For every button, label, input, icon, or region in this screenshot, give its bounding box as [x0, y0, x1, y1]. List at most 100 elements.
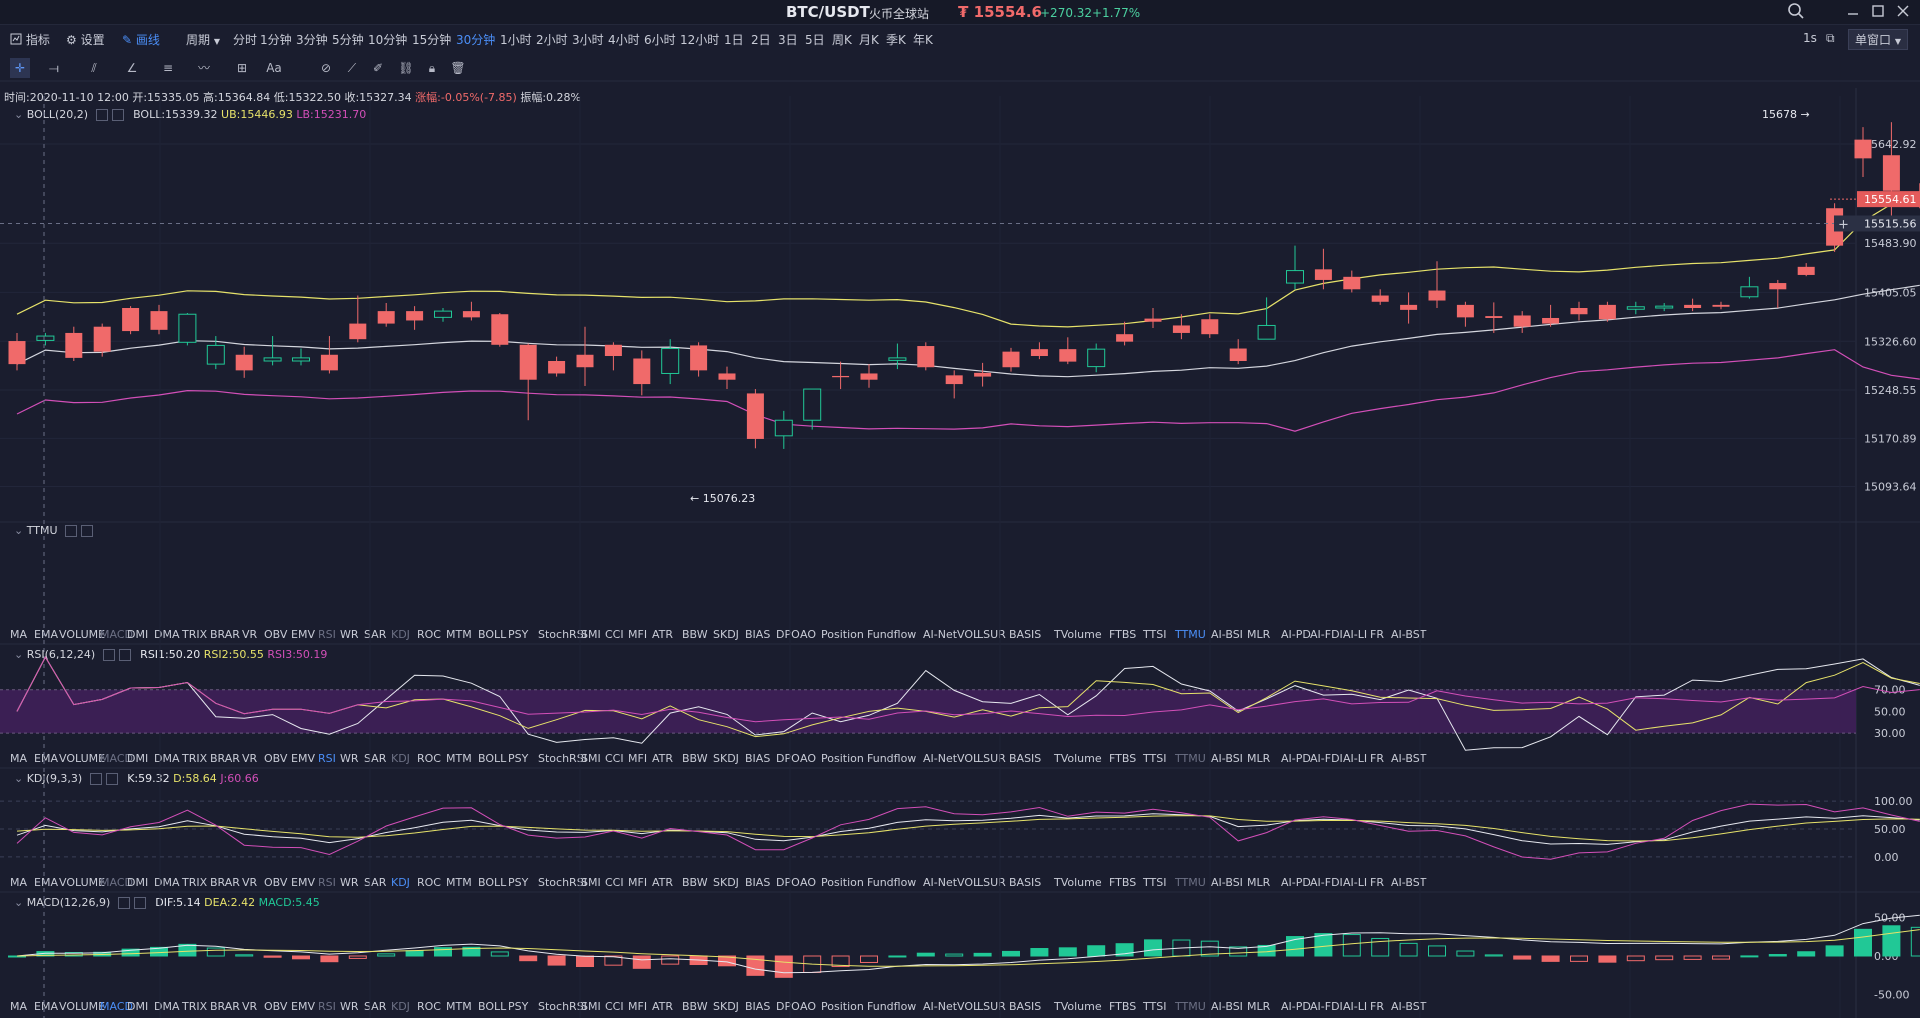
tab-mlr[interactable]: MLR	[1247, 628, 1271, 641]
tab-ttmu[interactable]: TTMU	[1175, 752, 1206, 765]
tab-bias[interactable]: BIAS	[745, 876, 771, 889]
angle-tool-icon[interactable]: ∠	[126, 61, 138, 75]
tab-bbw[interactable]: BBW	[682, 1000, 708, 1013]
tab-psy[interactable]: PSY	[508, 1000, 529, 1013]
tab-brar[interactable]: BRAR	[210, 752, 240, 765]
tab-dpo[interactable]: DPO	[776, 876, 800, 889]
period-7[interactable]: 1小时	[500, 33, 532, 47]
tab-bias[interactable]: BIAS	[745, 1000, 771, 1013]
tab-ai-li[interactable]: AI-LI	[1343, 628, 1368, 641]
tab-cci[interactable]: CCI	[605, 876, 624, 889]
tab-volume[interactable]: VOLUME	[59, 628, 106, 641]
tab-smi[interactable]: SMI	[581, 628, 601, 641]
tab-wr[interactable]: WR	[340, 752, 359, 765]
tab-ttsi[interactable]: TTSI	[1143, 876, 1167, 889]
tab-skdj[interactable]: SKDJ	[713, 628, 739, 641]
tab-volume[interactable]: VOLUME	[59, 752, 106, 765]
tab-basis[interactable]: BASIS	[1009, 628, 1042, 641]
tab-atr[interactable]: ATR	[652, 1000, 674, 1013]
tab-dpo[interactable]: DPO	[776, 752, 800, 765]
period-8[interactable]: 2小时	[536, 33, 568, 47]
tab-dmi[interactable]: DMI	[127, 628, 149, 641]
tab-ai-bsi[interactable]: AI-BSI	[1211, 1000, 1243, 1013]
ray-tool-icon[interactable]: ⫽	[91, 61, 97, 75]
tab-ai-bsi[interactable]: AI-BSI	[1211, 628, 1243, 641]
tab-tvolume[interactable]: TVolume	[1054, 876, 1102, 889]
tab-trix[interactable]: TRIX	[182, 628, 208, 641]
tab-stochrsi[interactable]: StochRSI	[538, 628, 587, 641]
period-14[interactable]: 2日	[751, 33, 771, 47]
tab-ai-bst[interactable]: AI-BST	[1391, 1000, 1427, 1013]
tab-obv[interactable]: OBV	[264, 628, 288, 641]
tab-rsi[interactable]: RSI	[318, 1000, 336, 1013]
period-19[interactable]: 季K	[886, 33, 906, 47]
period-17[interactable]: 周K	[832, 33, 852, 47]
tab-ftbs[interactable]: FTBS	[1109, 876, 1137, 889]
tab-trix[interactable]: TRIX	[182, 876, 208, 889]
tab-cci[interactable]: CCI	[605, 628, 624, 641]
tab-emv[interactable]: EMV	[291, 1000, 315, 1013]
tab-smi[interactable]: SMI	[581, 876, 601, 889]
tab-skdj[interactable]: SKDJ	[713, 752, 739, 765]
tab-ao[interactable]: AO	[800, 876, 816, 889]
tab-bbw[interactable]: BBW	[682, 876, 708, 889]
tab-roc[interactable]: ROC	[417, 876, 441, 889]
tab-stochrsi[interactable]: StochRSI	[538, 752, 587, 765]
tab-ai-fdi[interactable]: AI-FDI	[1310, 752, 1343, 765]
tab-kdj[interactable]: KDJ	[391, 628, 410, 641]
tab-mtm[interactable]: MTM	[446, 628, 472, 641]
tab-fr[interactable]: FR	[1370, 752, 1384, 765]
settings-icon[interactable]	[102, 649, 115, 661]
tab-dmi[interactable]: DMI	[127, 752, 149, 765]
period-6[interactable]: 30分钟	[456, 33, 496, 47]
tab-wr[interactable]: WR	[340, 1000, 359, 1013]
tab-ai-netvol[interactable]: AI-NetVOL	[923, 628, 980, 641]
tab-lsur[interactable]: LSUR	[977, 876, 1006, 889]
tab-ma[interactable]: MA	[10, 876, 28, 889]
tab-macd[interactable]: MACD	[100, 876, 133, 889]
maximize-icon[interactable]	[1869, 2, 1887, 20]
tab-psy[interactable]: PSY	[508, 628, 529, 641]
tab-ftbs[interactable]: FTBS	[1109, 628, 1137, 641]
tab-boll[interactable]: BOLL	[478, 752, 507, 765]
popout-icon[interactable]: ⧉	[1826, 31, 1835, 45]
tab-bias[interactable]: BIAS	[745, 752, 771, 765]
tab-mtm[interactable]: MTM	[446, 752, 472, 765]
tab-smi[interactable]: SMI	[581, 1000, 601, 1013]
period-20[interactable]: 年K	[913, 33, 933, 47]
tab-emv[interactable]: EMV	[291, 628, 315, 641]
tab-ma[interactable]: MA	[10, 1000, 28, 1013]
close-icon[interactable]	[105, 773, 118, 785]
period-9[interactable]: 3小时	[572, 33, 604, 47]
tab-ai-netvol[interactable]: AI-NetVOL	[923, 876, 980, 889]
tab-dmi[interactable]: DMI	[127, 876, 149, 889]
period-dropdown[interactable]: 周期 ▼	[186, 31, 220, 48]
close-icon[interactable]	[81, 525, 94, 537]
settings-menu[interactable]: ⚙ 设置	[66, 31, 105, 48]
tab-ai-netvol[interactable]: AI-NetVOL	[923, 752, 980, 765]
tab-mlr[interactable]: MLR	[1247, 876, 1271, 889]
tab-dma[interactable]: DMA	[154, 1000, 180, 1013]
tab-position[interactable]: Position	[821, 628, 864, 641]
tab-psy[interactable]: PSY	[508, 876, 529, 889]
tab-ttmu[interactable]: TTMU	[1175, 876, 1206, 889]
tab-atr[interactable]: ATR	[652, 628, 674, 641]
tab-fundflow[interactable]: Fundflow	[867, 628, 917, 641]
tab-macd[interactable]: MACD	[100, 752, 133, 765]
tab-smi[interactable]: SMI	[581, 752, 601, 765]
tab-basis[interactable]: BASIS	[1009, 876, 1042, 889]
period-5[interactable]: 15分钟	[412, 33, 452, 47]
minimize-icon[interactable]	[1844, 2, 1862, 20]
tab-trix[interactable]: TRIX	[182, 1000, 208, 1013]
tab-ttmu[interactable]: TTMU	[1175, 1000, 1206, 1013]
period-18[interactable]: 月K	[859, 33, 879, 47]
tab-kdj[interactable]: KDJ	[391, 876, 410, 889]
tab-ttsi[interactable]: TTSI	[1143, 1000, 1167, 1013]
window-mode-dropdown[interactable]: 单窗口 ▼	[1848, 29, 1908, 50]
tab-mlr[interactable]: MLR	[1247, 752, 1271, 765]
tab-ai-pd[interactable]: AI-PD	[1281, 876, 1311, 889]
tab-volume[interactable]: VOLUME	[59, 1000, 106, 1013]
tab-ai-bst[interactable]: AI-BST	[1391, 876, 1427, 889]
close-icon[interactable]	[1894, 2, 1912, 20]
tab-volume[interactable]: VOLUME	[59, 876, 106, 889]
